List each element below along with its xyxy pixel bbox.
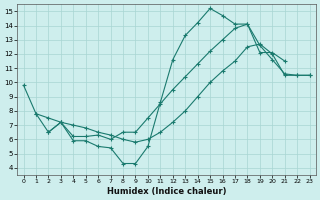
X-axis label: Humidex (Indice chaleur): Humidex (Indice chaleur) [107,187,226,196]
